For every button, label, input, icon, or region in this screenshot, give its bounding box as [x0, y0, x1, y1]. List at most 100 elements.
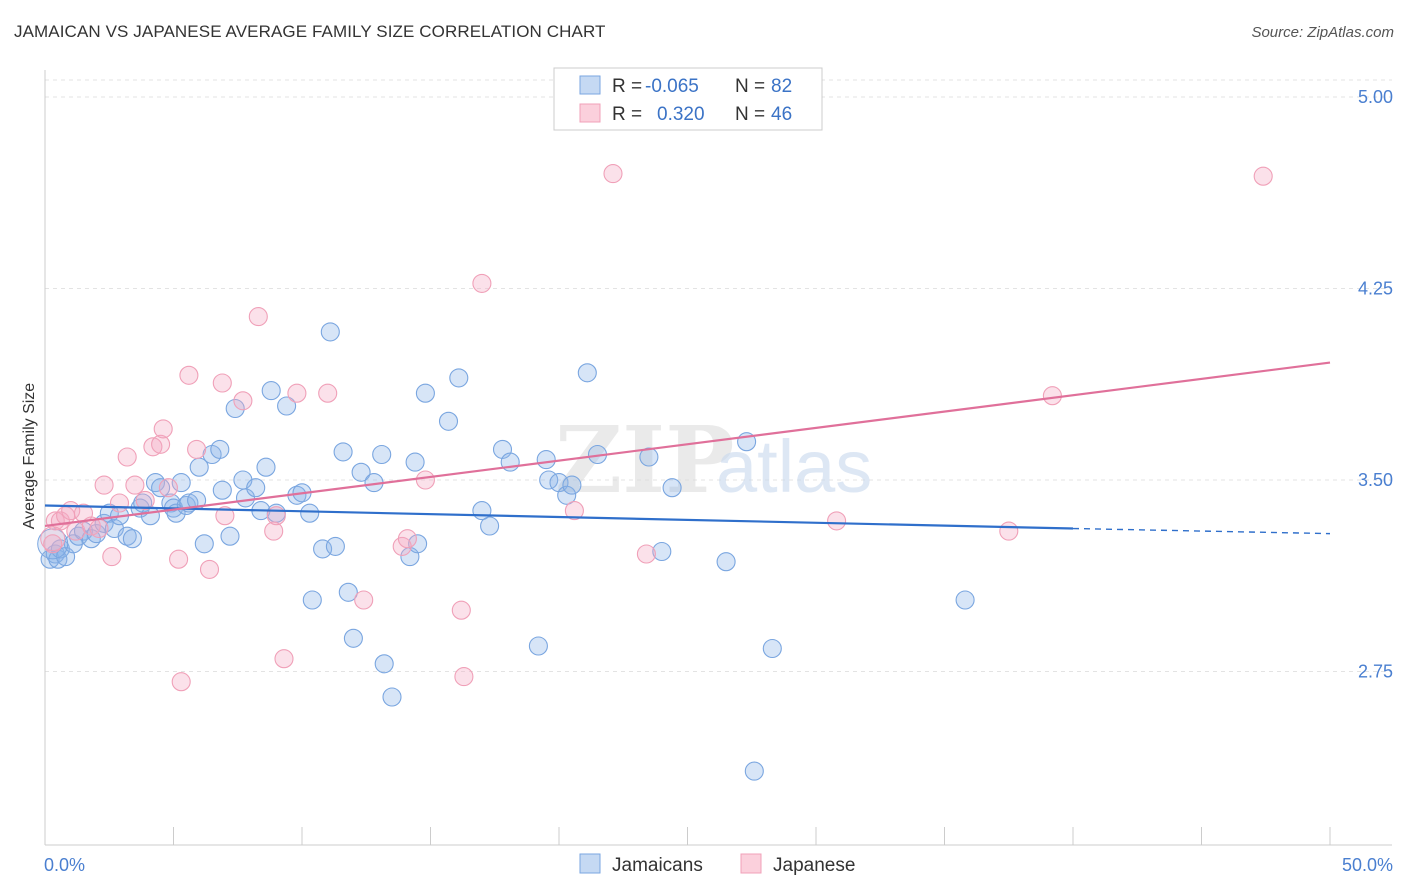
jamaicans-point — [235, 488, 256, 508]
trend-lines — [44, 361, 1331, 535]
jamaicans-point — [212, 480, 232, 500]
japanese-point — [454, 667, 474, 687]
jamaicans-point — [338, 582, 358, 602]
jamaicans-point — [351, 462, 371, 482]
jamaicans-trend-extension — [1072, 527, 1331, 535]
jamaicans-point — [151, 478, 171, 498]
legend-r-label-japanese: R = — [612, 104, 642, 125]
legend-n-label-jamaicans: N = — [735, 76, 765, 97]
jamaicans-point — [449, 368, 469, 388]
japanese-point — [564, 501, 584, 521]
japanese-point — [233, 391, 253, 411]
japanese-point — [287, 383, 307, 403]
y-tick-label: 4.25 — [1358, 279, 1393, 299]
japanese-point — [143, 437, 163, 457]
jamaicans-point — [536, 450, 556, 470]
legend-n-value-jamaicans: 82 — [771, 76, 792, 97]
bottom-legend-jamaicans: Jamaicans — [612, 855, 703, 876]
japanese-point — [264, 521, 284, 541]
y-tick-labels: 2.75 3.50 4.25 5.00 — [1358, 87, 1393, 682]
japanese-point — [397, 529, 417, 549]
legend-n-value-japanese: 46 — [771, 104, 792, 125]
japanese-point — [179, 365, 199, 385]
jamaicans-point — [145, 473, 166, 493]
legend-r-label-jamaicans: R = — [612, 76, 642, 97]
jamaicans-point — [225, 398, 245, 419]
japanese-points — [40, 164, 1273, 692]
japanese-point — [199, 559, 220, 579]
jamaicans-point — [343, 628, 363, 648]
x-tick-label: 0.0% — [44, 855, 85, 875]
jamaicans-point — [408, 534, 428, 554]
japanese-point — [171, 672, 191, 692]
jamaicans-point — [405, 452, 425, 472]
jamaicans-point — [382, 687, 402, 707]
japanese-point — [472, 273, 492, 293]
y-axis-label: Average Family Size — [21, 383, 38, 530]
bottom-legend-japanese: Japanese — [773, 855, 855, 876]
japanese-point — [135, 490, 155, 510]
japanese-point — [636, 544, 656, 564]
jamaicans-point — [557, 485, 577, 505]
grid-lines — [45, 79, 1392, 672]
legend-n-label-japanese: N = — [735, 104, 765, 125]
japanese-point — [1042, 386, 1062, 406]
bottom-legend-swatch-jamaicans — [579, 853, 601, 874]
jamaicans-point — [302, 590, 322, 610]
axes — [44, 70, 1392, 846]
jamaicans-point — [256, 457, 276, 477]
japanese-point — [153, 419, 173, 439]
jamaicans-point — [325, 536, 345, 556]
chart-title: JAMAICAN VS JAPANESE AVERAGE FAMILY SIZE… — [14, 22, 606, 41]
y-tick-label: 2.75 — [1358, 662, 1393, 682]
japanese-point — [43, 534, 63, 554]
japanese-point — [451, 600, 471, 620]
jamaicans-point — [639, 447, 659, 467]
japanese-point — [89, 518, 109, 539]
jamaicans-point — [37, 528, 69, 560]
jamaicans-point — [372, 444, 392, 465]
jamaicans-point — [220, 526, 240, 546]
jamaicans-trend-line — [44, 504, 1074, 530]
japanese-point — [212, 373, 232, 393]
japanese-point — [169, 549, 189, 569]
source-label: Source: ZipAtlas.com — [1251, 24, 1394, 41]
jamaicans-point — [246, 478, 266, 498]
jamaicans-point — [300, 503, 320, 523]
jamaicans-point — [528, 636, 548, 656]
jamaicans-point — [210, 439, 230, 459]
japanese-point — [248, 307, 268, 327]
jamaicans-point — [662, 478, 682, 498]
y-tick-label: 5.00 — [1358, 87, 1393, 107]
jamaicans-point — [374, 654, 394, 674]
jamaicans-point — [176, 495, 196, 516]
japanese-point — [125, 475, 145, 495]
jamaicans-point — [277, 396, 297, 416]
japanese-point — [158, 478, 178, 498]
jamaicans-point — [577, 363, 597, 383]
jamaicans-point — [762, 638, 782, 659]
legend-r-value-jamaicans: -0.065 — [645, 76, 699, 97]
japanese-point — [274, 649, 294, 669]
japanese-point — [999, 521, 1019, 541]
japanese-point — [187, 439, 207, 459]
japanese-point — [603, 164, 623, 184]
japanese-point — [1253, 166, 1273, 186]
japanese-point — [117, 447, 137, 467]
jamaicans-point — [562, 475, 582, 495]
legend-r-value-japanese: 0.320 — [657, 104, 705, 125]
jamaicans-point — [194, 534, 214, 554]
japanese-point — [102, 547, 122, 567]
jamaicans-point — [171, 473, 191, 493]
jamaicans-point — [480, 516, 500, 536]
watermark-zip: ZIP — [555, 406, 734, 514]
jamaicans-point — [652, 541, 672, 562]
japanese-point — [415, 470, 435, 490]
japanese-point — [827, 511, 847, 531]
japanese-point — [318, 383, 338, 403]
legend-swatch-jamaicans — [579, 75, 601, 95]
jamaicans-point — [122, 529, 142, 549]
japanese-point — [151, 434, 171, 454]
jamaicans-point — [415, 383, 435, 403]
japanese-point — [109, 493, 130, 513]
